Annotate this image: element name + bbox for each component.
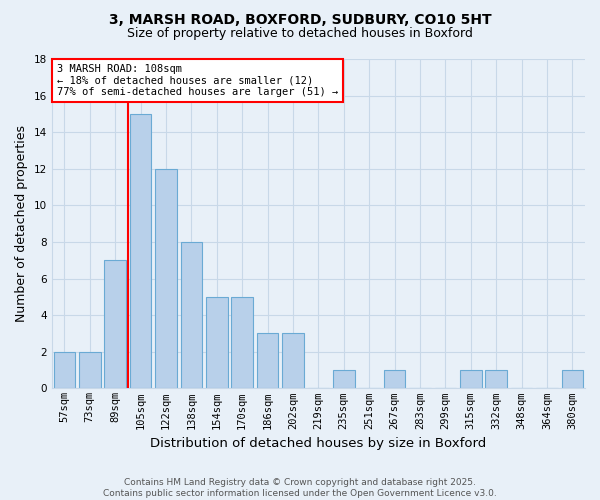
Bar bbox=[181, 242, 202, 388]
Bar bbox=[384, 370, 406, 388]
Text: 3 MARSH ROAD: 108sqm
← 18% of detached houses are smaller (12)
77% of semi-detac: 3 MARSH ROAD: 108sqm ← 18% of detached h… bbox=[57, 64, 338, 97]
Bar bbox=[130, 114, 151, 388]
Bar bbox=[53, 352, 75, 389]
Bar bbox=[232, 297, 253, 388]
Bar bbox=[485, 370, 507, 388]
Text: Contains HM Land Registry data © Crown copyright and database right 2025.
Contai: Contains HM Land Registry data © Crown c… bbox=[103, 478, 497, 498]
Bar bbox=[562, 370, 583, 388]
Text: Size of property relative to detached houses in Boxford: Size of property relative to detached ho… bbox=[127, 28, 473, 40]
X-axis label: Distribution of detached houses by size in Boxford: Distribution of detached houses by size … bbox=[150, 437, 487, 450]
Y-axis label: Number of detached properties: Number of detached properties bbox=[15, 125, 28, 322]
Text: 3, MARSH ROAD, BOXFORD, SUDBURY, CO10 5HT: 3, MARSH ROAD, BOXFORD, SUDBURY, CO10 5H… bbox=[109, 12, 491, 26]
Bar bbox=[79, 352, 101, 389]
Bar bbox=[257, 334, 278, 388]
Bar bbox=[460, 370, 482, 388]
Bar bbox=[206, 297, 227, 388]
Bar bbox=[155, 169, 177, 388]
Bar bbox=[282, 334, 304, 388]
Bar bbox=[104, 260, 126, 388]
Bar bbox=[333, 370, 355, 388]
